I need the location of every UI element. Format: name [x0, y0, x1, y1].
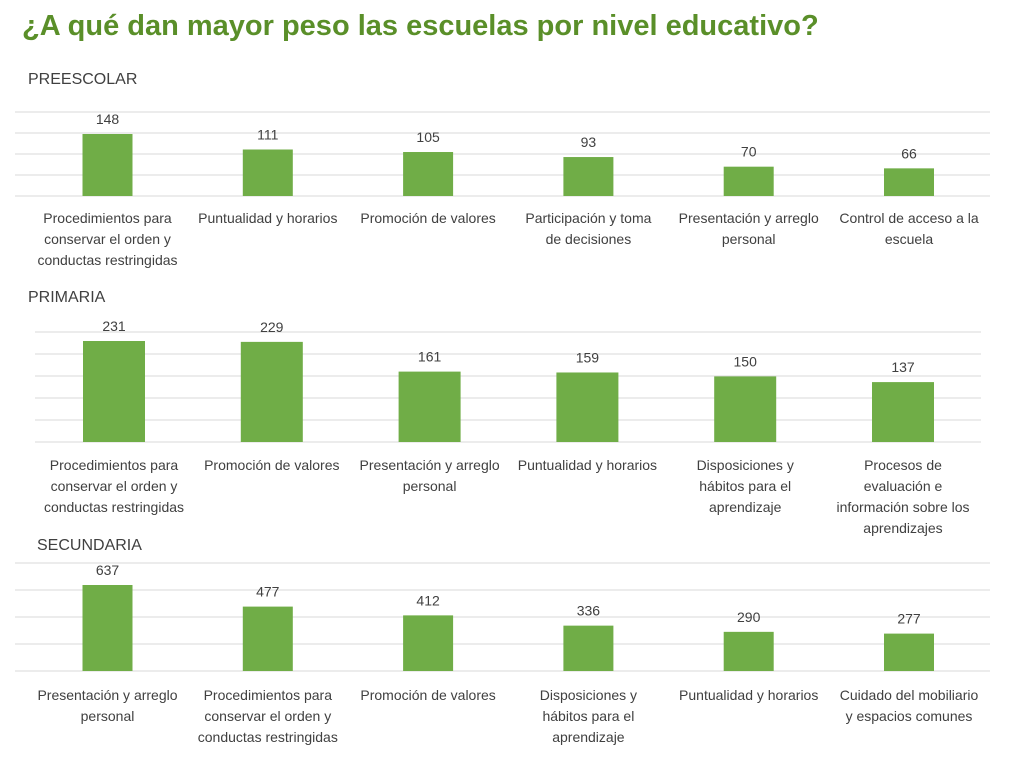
- category-label-line: Puntualidad y horarios: [198, 210, 337, 226]
- bar: [872, 382, 934, 442]
- category-label: Promoción de valores: [204, 457, 339, 473]
- data-label: 229: [260, 319, 284, 335]
- category-label-line: Procedimientos para: [43, 210, 172, 226]
- data-label: 159: [576, 349, 600, 365]
- category-label-line: Disposiciones y: [697, 457, 794, 473]
- bar: [723, 166, 774, 196]
- category-label-line: personal: [81, 708, 135, 724]
- category-label-line: aprendizaje: [709, 499, 782, 515]
- bar: [82, 134, 133, 196]
- category-label-line: Cuidado del mobiliario: [840, 687, 979, 703]
- category-label-line: aprendizajes: [863, 520, 942, 536]
- data-label: 70: [741, 144, 757, 160]
- category-label-line: conservar el orden y: [51, 478, 178, 494]
- category-label: Cuidado del mobiliario y espacios comunes: [840, 687, 979, 724]
- category-label-line: Promoción de valores: [360, 687, 495, 703]
- category-label-line: Control de acceso a la: [839, 210, 979, 226]
- category-label: Puntualidad y horarios: [198, 210, 337, 226]
- category-label: Presentación y arreglo personal: [360, 457, 500, 494]
- category-label: Disposiciones y hábitos para el aprendizaj…: [697, 457, 794, 515]
- category-label: Participación y toma de decisiones: [525, 210, 651, 247]
- data-label: 231: [102, 318, 126, 334]
- category-label-line: conservar el orden y: [204, 708, 331, 724]
- page-title: ¿A qué dan mayor peso las escuelas por n…: [22, 10, 819, 42]
- bar: [714, 376, 777, 442]
- data-label: 336: [577, 603, 601, 619]
- category-label-line: Procesos de: [864, 457, 942, 473]
- category-label: Puntualidad y horarios: [679, 687, 818, 703]
- category-label-line: hábitos para el: [699, 478, 791, 494]
- category-label-line: conductas restringidas: [44, 499, 184, 515]
- category-label-line: Promoción de valores: [360, 210, 495, 226]
- data-label: 150: [734, 353, 758, 369]
- category-label-line: evaluación e: [864, 478, 943, 494]
- category-label-line: Participación y toma: [525, 210, 651, 226]
- category-label-line: Procedimientos para: [50, 457, 179, 473]
- bar: [563, 625, 614, 671]
- data-label: 412: [416, 592, 440, 608]
- bar: [242, 149, 293, 196]
- data-label: 66: [901, 145, 917, 161]
- data-label: 637: [96, 562, 120, 578]
- category-label-line: personal: [722, 231, 776, 247]
- data-label: 137: [891, 359, 915, 375]
- category-label: Procedimientos para conservar el orden y c…: [44, 457, 184, 515]
- bar: [398, 371, 461, 442]
- category-label-line: Disposiciones y: [540, 687, 637, 703]
- category-label-line: conductas restringidas: [198, 729, 338, 745]
- bar: [884, 168, 934, 196]
- data-label: 161: [418, 349, 442, 365]
- category-label: Disposiciones y hábitos para el aprendizaj…: [540, 687, 637, 745]
- data-label: 111: [257, 127, 278, 143]
- category-label: Procesos de evaluación e información sobre…: [836, 457, 969, 536]
- bar: [884, 633, 934, 671]
- category-label-line: hábitos para el: [542, 708, 634, 724]
- category-label-line: Puntualidad y horarios: [518, 457, 657, 473]
- category-label-line: aprendizaje: [552, 729, 625, 745]
- category-label-line: escuela: [885, 231, 933, 247]
- category-label-line: Puntualidad y horarios: [679, 687, 818, 703]
- bar: [403, 152, 454, 196]
- category-label-line: Promoción de valores: [204, 457, 339, 473]
- data-label: 290: [737, 609, 761, 625]
- category-label: Puntualidad y horarios: [518, 457, 657, 473]
- data-label: 105: [416, 129, 440, 145]
- bar: [83, 341, 145, 442]
- category-label-line: Presentación y arreglo: [37, 687, 177, 703]
- category-label-line: Procedimientos para: [204, 687, 333, 703]
- bar: [82, 585, 133, 671]
- category-label-line: información sobre los: [836, 499, 969, 515]
- category-label: Promoción de valores: [360, 687, 495, 703]
- category-label: Procedimientos para conservar el orden y c…: [37, 210, 177, 268]
- category-label: Control de acceso a la escuela: [839, 210, 979, 247]
- category-label: Presentación y arreglo personal: [679, 210, 819, 247]
- data-label: 277: [897, 611, 921, 627]
- category-label: Procedimientos para conservar el orden y c…: [198, 687, 338, 745]
- data-label: 148: [96, 111, 120, 127]
- data-label: 477: [256, 584, 280, 600]
- category-label-line: de decisiones: [546, 231, 632, 247]
- bar: [403, 615, 454, 671]
- panel-title: PRIMARIA: [28, 289, 106, 306]
- category-label-line: Presentación y arreglo: [360, 457, 500, 473]
- panel-title: SECUNDARIA: [37, 537, 142, 554]
- category-label-line: personal: [403, 478, 457, 494]
- bar: [242, 606, 293, 671]
- panel-title: PREESCOLAR: [28, 71, 137, 88]
- bar: [563, 157, 614, 196]
- category-label: Promoción de valores: [360, 210, 495, 226]
- bar: [556, 372, 619, 442]
- bar: [240, 341, 303, 442]
- data-label: 93: [581, 134, 597, 150]
- category-label: Presentación y arreglo personal: [37, 687, 177, 724]
- category-label-line: conductas restringidas: [37, 252, 177, 268]
- category-label-line: y espacios comunes: [846, 708, 973, 724]
- category-label-line: Presentación y arreglo: [679, 210, 819, 226]
- bar: [723, 631, 774, 671]
- category-label-line: conservar el orden y: [44, 231, 171, 247]
